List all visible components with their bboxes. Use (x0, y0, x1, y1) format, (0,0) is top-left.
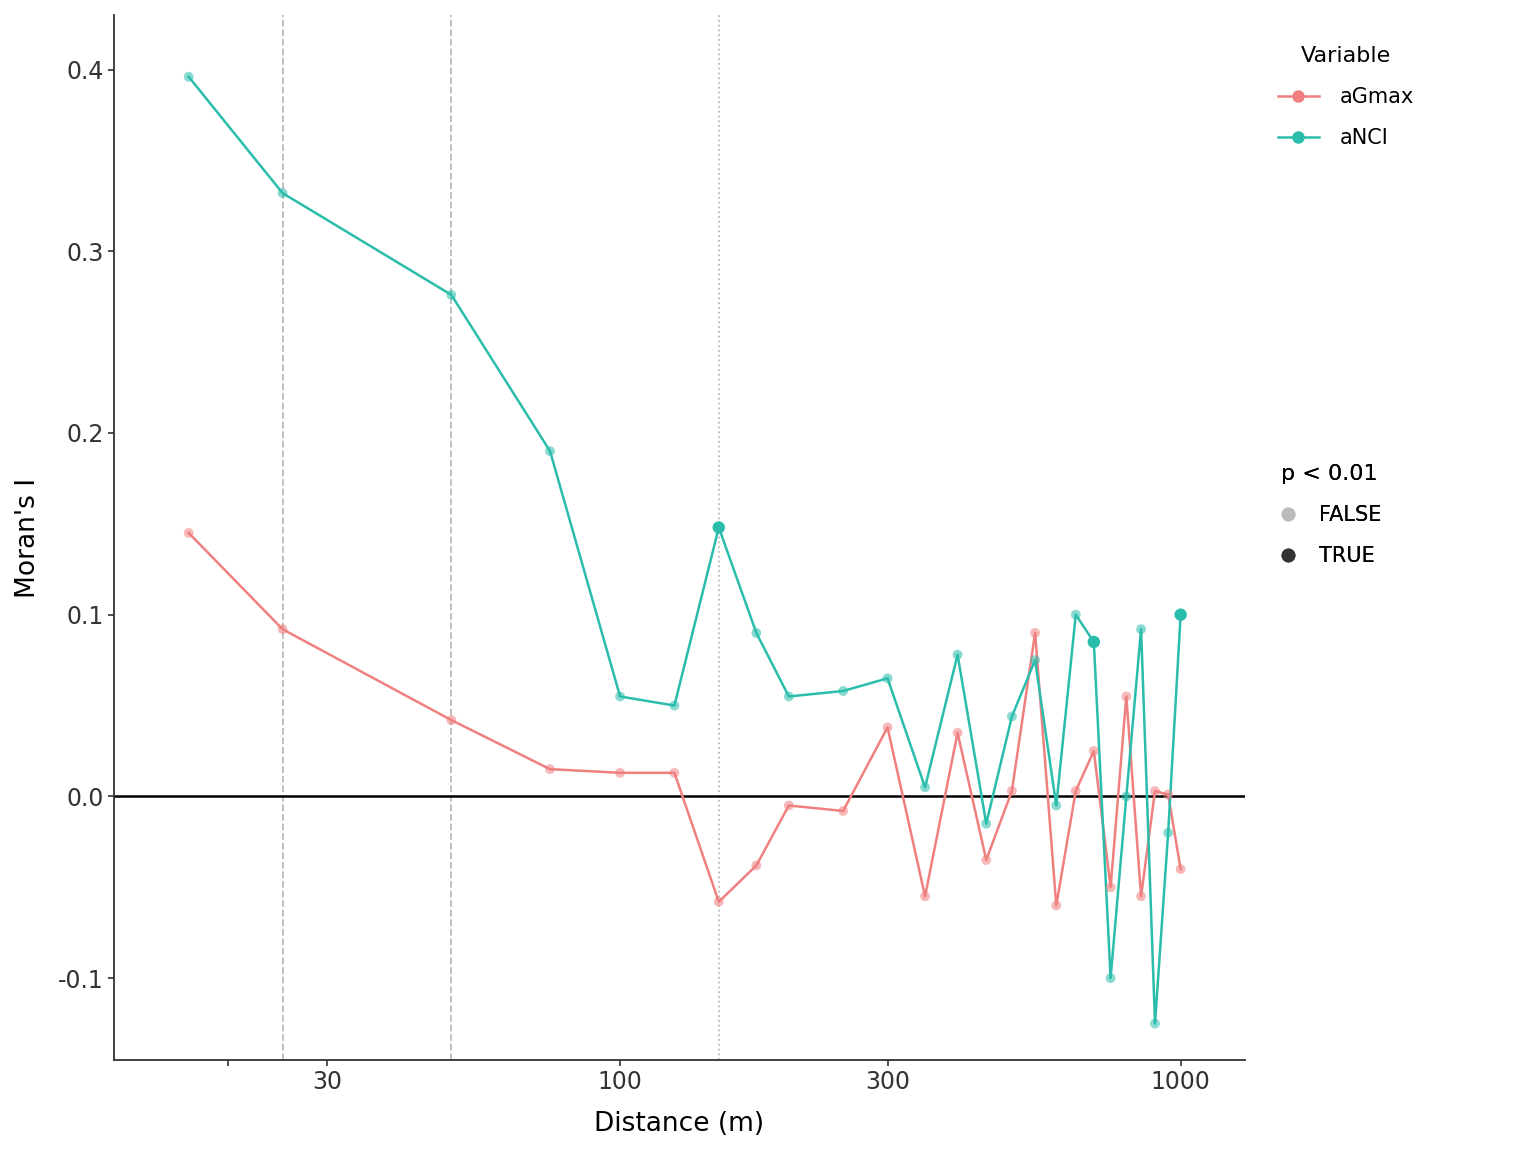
Point (608, 688, 633, 706)
Point (743, 856, 768, 874)
Point (1023, 651, 1048, 669)
Point (831, 682, 856, 700)
Point (912, 778, 937, 796)
Point (1000, 707, 1025, 726)
Point (270, 620, 295, 638)
Point (177, 68, 201, 86)
Point (662, 764, 687, 782)
Point (945, 723, 969, 742)
Legend: FALSE, TRUE: FALSE, TRUE (1278, 464, 1381, 566)
Point (1129, 887, 1154, 905)
Point (177, 524, 201, 543)
Point (1081, 632, 1106, 651)
Point (1114, 787, 1138, 805)
Point (912, 887, 937, 905)
Point (1063, 782, 1087, 801)
Point (1098, 878, 1123, 896)
Point (1157, 786, 1181, 804)
Point (831, 802, 856, 820)
Point (538, 442, 562, 461)
Point (1063, 606, 1087, 624)
Point (974, 814, 998, 833)
Point (1098, 969, 1123, 987)
Y-axis label: Moran's I: Moran's I (15, 477, 41, 598)
Point (945, 645, 969, 664)
Point (439, 286, 464, 304)
Point (1169, 606, 1193, 624)
Point (1023, 623, 1048, 642)
Point (1114, 688, 1138, 706)
Point (743, 623, 768, 642)
Point (707, 518, 731, 537)
Point (1143, 782, 1167, 801)
Point (876, 718, 900, 736)
Point (1044, 796, 1069, 814)
Point (1129, 620, 1154, 638)
Point (1143, 1015, 1167, 1033)
X-axis label: Distance (m): Distance (m) (594, 1111, 765, 1137)
Point (439, 711, 464, 729)
Point (777, 796, 802, 814)
Point (1000, 782, 1025, 801)
Point (1169, 859, 1193, 878)
Point (876, 669, 900, 688)
Point (662, 696, 687, 714)
Point (1081, 742, 1106, 760)
Point (1157, 824, 1181, 842)
Point (1044, 896, 1069, 915)
Point (974, 851, 998, 870)
Point (707, 893, 731, 911)
Point (608, 764, 633, 782)
Point (777, 688, 802, 706)
Point (270, 184, 295, 203)
Point (538, 760, 562, 779)
